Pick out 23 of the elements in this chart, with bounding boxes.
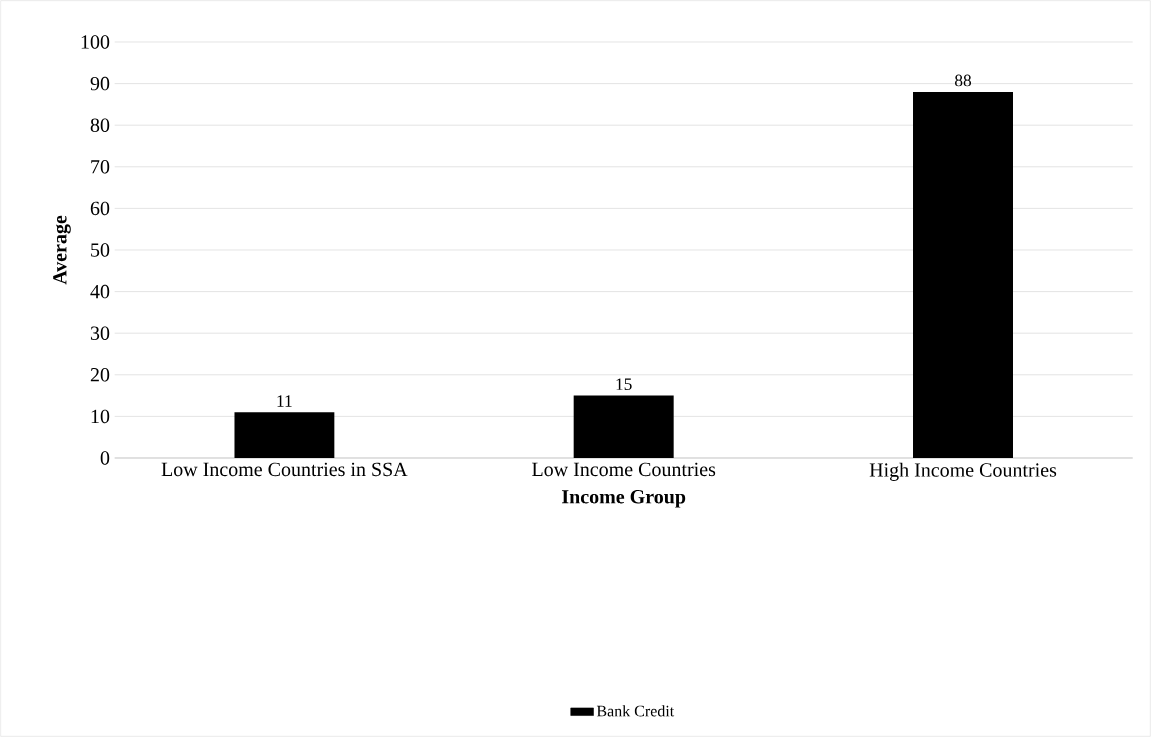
y-tick-label: 90	[90, 76, 110, 91]
y-tick-label: 50	[91, 243, 110, 257]
legend-label: Bank Credit	[596, 705, 675, 717]
x-axis-title: Income Group	[562, 490, 686, 508]
y-tick-label: 70	[91, 160, 110, 174]
bar	[573, 395, 674, 458]
y-tick-label: 0	[100, 451, 110, 465]
y-tick-label: 80	[90, 118, 110, 132]
y-tick-label: 10	[91, 409, 110, 424]
x-tick-label: High Income Countries	[869, 462, 1057, 481]
bar	[234, 412, 335, 458]
x-tick-label: Low Income Countries in SSA	[161, 462, 408, 477]
y-axis-title: Average	[53, 215, 71, 285]
y-tick-label: 60	[90, 201, 110, 216]
y-tick-label: 40	[90, 284, 110, 299]
data-label: 15	[616, 378, 632, 390]
y-tick-label: 20	[90, 368, 110, 382]
y-tick-label: 30	[90, 326, 110, 340]
data-label: 11	[277, 395, 292, 407]
x-tick-label: Low Income Countries	[532, 462, 716, 477]
data-label: 88	[955, 74, 972, 87]
bar	[913, 91, 1014, 458]
y-tick-label: 100	[81, 35, 110, 49]
